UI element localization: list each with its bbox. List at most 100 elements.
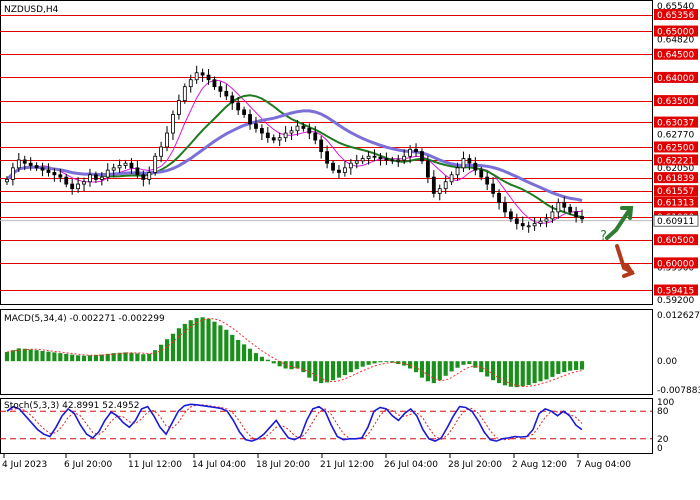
candle-body xyxy=(414,148,418,153)
candle-body xyxy=(408,148,413,157)
candle-body xyxy=(212,79,217,88)
time-axis-label: 11 Jul 12:00 xyxy=(128,460,182,470)
candle-body xyxy=(461,158,466,169)
stoch-lines xyxy=(6,403,583,442)
candle-body xyxy=(230,95,235,104)
macd-bar xyxy=(579,361,585,370)
time-axis-label: 26 Jul 04:00 xyxy=(384,460,438,470)
macd-bar xyxy=(182,323,187,362)
macd-bar xyxy=(93,354,98,362)
candle-body xyxy=(70,183,75,190)
candle-body xyxy=(5,179,9,183)
level-tag-label: 0.61557 xyxy=(657,187,694,197)
macd-bar xyxy=(206,318,211,362)
level-tag xyxy=(654,185,698,197)
candle-body xyxy=(188,79,193,88)
candle-body xyxy=(307,128,312,134)
macd-bar xyxy=(348,361,353,373)
candle-body xyxy=(384,158,389,161)
level-tag-label: 0.61839 xyxy=(657,174,694,184)
price-axis-tick: 0.59200 xyxy=(657,296,694,306)
macd-bar xyxy=(491,361,496,381)
candle-body xyxy=(449,174,454,183)
question-mark-icon: ? xyxy=(600,229,607,244)
time-axis-label: 28 Jul 20:00 xyxy=(448,460,502,470)
candle-body xyxy=(259,128,264,134)
candle-body xyxy=(514,218,519,224)
level-tag-label: 0.60500 xyxy=(657,236,694,246)
stoch-pane-frame xyxy=(0,398,653,454)
macd-bar xyxy=(295,361,300,369)
macd-bar xyxy=(28,349,33,362)
macd-bar xyxy=(396,361,401,365)
candle-body xyxy=(544,218,549,222)
candle-body xyxy=(129,162,134,169)
macd-bar xyxy=(325,361,330,383)
time-axis-label: 6 Jul 20:00 xyxy=(64,460,113,470)
candle-body xyxy=(236,102,241,111)
candle-body xyxy=(22,159,27,164)
stoch-axis-tick: 100 xyxy=(657,398,674,408)
candle-body xyxy=(342,167,347,173)
macd-bar xyxy=(188,320,193,362)
macd-bar xyxy=(467,361,472,365)
level-tag-label: 0.63500 xyxy=(657,97,694,107)
candle-body xyxy=(224,90,229,97)
candle-body xyxy=(491,183,496,194)
macd-bar xyxy=(105,353,110,362)
down-arrow-icon xyxy=(615,244,635,278)
level-tag-label: 0.65356 xyxy=(657,11,694,21)
macd-bar xyxy=(568,361,573,371)
candle-body xyxy=(147,172,152,180)
macd-axis: 0.012627 0.00 -0.007883 xyxy=(657,311,700,396)
macd-bar xyxy=(413,361,419,373)
candle-body xyxy=(117,165,122,169)
candle-body xyxy=(111,167,116,171)
current-price-tag xyxy=(653,214,699,227)
candle-body xyxy=(443,181,448,190)
candle-body xyxy=(99,176,104,180)
candle-body xyxy=(378,156,383,159)
candle-body xyxy=(396,159,401,162)
macd-bar xyxy=(461,361,466,365)
candle-body xyxy=(337,169,341,173)
candle-body xyxy=(271,137,276,141)
macd-bar xyxy=(141,354,146,362)
macd-bar xyxy=(419,361,425,378)
candle-body xyxy=(182,86,187,101)
candle-body xyxy=(58,174,63,178)
macd-bar xyxy=(319,361,324,384)
candle-body xyxy=(508,211,513,220)
price-candles xyxy=(5,65,584,233)
level-tag-label: 0.65000 xyxy=(657,28,694,38)
macd-bar xyxy=(508,361,513,387)
stoch-axis-tick: 0 xyxy=(657,444,663,454)
macd-axis-tick: 0.00 xyxy=(657,357,677,367)
macd-bar xyxy=(22,348,27,362)
candle-body xyxy=(28,162,33,166)
macd-bar xyxy=(230,334,235,362)
macd-bar xyxy=(129,352,134,362)
candle-body xyxy=(437,188,442,194)
macd-bar xyxy=(159,344,164,362)
macd-bar xyxy=(301,361,306,373)
macd-bar xyxy=(46,351,51,362)
candle-body xyxy=(159,146,164,157)
macd-bar xyxy=(556,361,561,374)
stoch-pane-title: Stoch(5,3,3) 42.8991 52.4952 xyxy=(4,401,139,411)
macd-bar xyxy=(502,361,508,386)
level-tag-label: 0.62500 xyxy=(657,143,694,153)
macd-bar xyxy=(10,350,15,362)
macd-bar xyxy=(4,352,10,362)
candle-body xyxy=(431,176,436,194)
level-tag xyxy=(654,71,698,83)
candle-body xyxy=(123,162,128,166)
level-tag xyxy=(654,141,698,153)
time-axis-label: 7 Aug 04:00 xyxy=(576,460,631,470)
macd-bar xyxy=(64,353,69,362)
macd-bar xyxy=(378,361,383,363)
candle-body xyxy=(479,169,484,178)
macd-bar xyxy=(153,350,158,362)
macd-bar xyxy=(259,356,264,362)
candle-body xyxy=(64,176,69,185)
